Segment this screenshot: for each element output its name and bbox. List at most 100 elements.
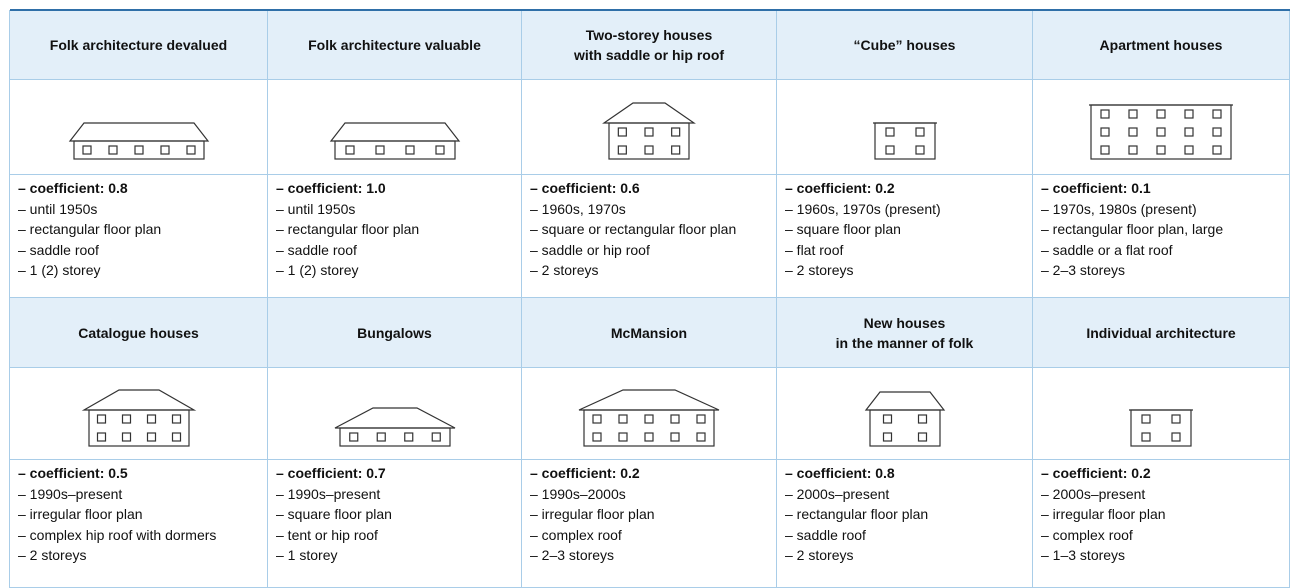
detail-line: – saddle or a flat roof bbox=[1041, 241, 1173, 258]
sketch-line bbox=[644, 145, 654, 155]
sketch-line bbox=[171, 413, 181, 424]
detail-line: – until 1950s bbox=[276, 200, 356, 217]
sketch-line bbox=[1212, 145, 1222, 155]
sketch-line bbox=[1171, 413, 1181, 424]
sketch-line bbox=[434, 145, 445, 155]
detail-line: – coefficient: 0.1 bbox=[1041, 180, 1151, 196]
house-sketch bbox=[68, 122, 209, 160]
title-line: Catalogue houses bbox=[78, 324, 199, 341]
sketch-line bbox=[146, 431, 156, 442]
cell-details: – coefficient: 0.6 – 1960s, 1970s – square… bbox=[522, 175, 777, 298]
detail-line: – square floor plan bbox=[276, 506, 392, 522]
detail-line: – coefficient: 0.2 bbox=[785, 180, 895, 196]
sketch-line bbox=[121, 413, 131, 424]
sketch-line bbox=[96, 431, 106, 442]
sketch-line bbox=[1212, 109, 1222, 119]
sketch-line bbox=[670, 431, 680, 442]
cell-details: – coefficient: 0.2 – 1990s–2000s – irregul… bbox=[522, 460, 777, 588]
sketch-line bbox=[334, 406, 455, 429]
sketch-line bbox=[882, 431, 892, 442]
sketch-line bbox=[81, 145, 92, 155]
detail-line: – until 1950s bbox=[18, 200, 98, 217]
detail-line: – flat roof bbox=[785, 241, 844, 258]
detail-line: – 1960s, 1970s (present) bbox=[785, 200, 941, 217]
detail-line: – 1990s–present bbox=[18, 485, 123, 502]
title-line: New houses bbox=[863, 314, 946, 331]
sketch-line bbox=[1130, 408, 1192, 447]
detail-line: – rectangular floor plan bbox=[785, 506, 929, 522]
cell-image bbox=[268, 80, 522, 175]
house-sketch bbox=[1089, 104, 1233, 160]
sketch-line bbox=[1156, 109, 1166, 119]
sketch-line bbox=[696, 413, 706, 424]
table-border bbox=[10, 9, 1290, 11]
cell-title: Individual architecture bbox=[1033, 298, 1290, 368]
cell-details: – coefficient: 0.7 – 1990s–present – squar… bbox=[268, 460, 522, 588]
detail-line: – coefficient: 1.0 bbox=[276, 180, 386, 196]
detail-line: – irregular floor plan bbox=[1041, 506, 1166, 522]
sketch-line bbox=[1100, 109, 1110, 119]
detail-line: – 1 (2) storey bbox=[276, 262, 359, 278]
title-line: “Cube” houses bbox=[853, 36, 956, 53]
cell-details: – coefficient: 0.5 – 1990s–present – irreg… bbox=[10, 460, 268, 588]
sketch-line bbox=[338, 426, 451, 447]
detail-line: – 2000s–present bbox=[785, 485, 890, 502]
title-line: Two-storey houses bbox=[585, 26, 713, 43]
sketch-line bbox=[884, 127, 895, 137]
cell-image bbox=[522, 80, 777, 175]
title-line: in the manner of folk bbox=[835, 334, 974, 351]
sketch-line bbox=[1156, 127, 1166, 137]
sketch-line bbox=[96, 413, 106, 424]
cell-details: – coefficient: 0.2 – 2000s–present – irreg… bbox=[1033, 460, 1290, 588]
sketch-line bbox=[1100, 127, 1110, 137]
cell-title: Apartment houses bbox=[1033, 10, 1290, 80]
sketch-line bbox=[72, 140, 205, 160]
detail-line: – 2–3 storeys bbox=[530, 547, 615, 563]
detail-line: – rectangular floor plan bbox=[18, 221, 162, 237]
sketch-line bbox=[696, 431, 706, 442]
detail-line: – complex roof bbox=[1041, 526, 1133, 543]
sketch-line bbox=[159, 145, 170, 155]
house-sketch bbox=[1129, 408, 1193, 447]
detail-line: – saddle roof bbox=[18, 241, 99, 258]
house-sketch bbox=[578, 388, 720, 447]
sketch-line bbox=[873, 122, 936, 160]
cell-image bbox=[10, 80, 268, 175]
detail-line: – coefficient: 0.5 bbox=[18, 465, 128, 481]
detail-line: – irregular floor plan bbox=[18, 506, 143, 522]
cell-title: New houses in the manner of folk bbox=[777, 298, 1033, 368]
sketch-line bbox=[917, 413, 927, 424]
sketch-line bbox=[1141, 431, 1151, 442]
detail-line: – 1970s, 1980s (present) bbox=[1041, 200, 1197, 217]
detail-line: – saddle roof bbox=[276, 241, 357, 258]
sketch-line bbox=[1212, 127, 1222, 137]
detail-line: – coefficient: 0.2 bbox=[1041, 465, 1151, 481]
sketch-line bbox=[1128, 127, 1138, 137]
sketch-line bbox=[644, 431, 654, 442]
sketch-line bbox=[1171, 431, 1181, 442]
detail-line: – square or rectangular floor plan bbox=[530, 221, 737, 237]
sketch-line bbox=[121, 431, 131, 442]
sketch-line bbox=[592, 413, 602, 424]
house-sketch bbox=[334, 406, 455, 447]
sketch-line bbox=[1090, 104, 1232, 160]
detail-line: – complex roof bbox=[530, 526, 622, 543]
detail-line: – saddle roof bbox=[785, 526, 866, 543]
sketch-line bbox=[185, 145, 196, 155]
title-line: with saddle or hip roof bbox=[573, 46, 725, 63]
sketch-line bbox=[1141, 413, 1151, 424]
detail-line: – 1–3 storeys bbox=[1041, 547, 1126, 563]
detail-line: – 2 storeys bbox=[18, 547, 87, 563]
detail-line: – rectangular floor plan bbox=[276, 221, 420, 237]
cell-title: “Cube” houses bbox=[777, 10, 1033, 80]
title-line: Bungalows bbox=[357, 324, 432, 341]
sketch-line bbox=[618, 413, 628, 424]
cell-title: Bungalows bbox=[268, 298, 522, 368]
sketch-line bbox=[1184, 145, 1194, 155]
sketch-line bbox=[914, 145, 925, 155]
table-border bbox=[9, 10, 10, 588]
sketch-line bbox=[333, 140, 456, 160]
sketch-line bbox=[81, 388, 196, 411]
house-sketch bbox=[81, 388, 196, 447]
sketch-line bbox=[670, 413, 680, 424]
